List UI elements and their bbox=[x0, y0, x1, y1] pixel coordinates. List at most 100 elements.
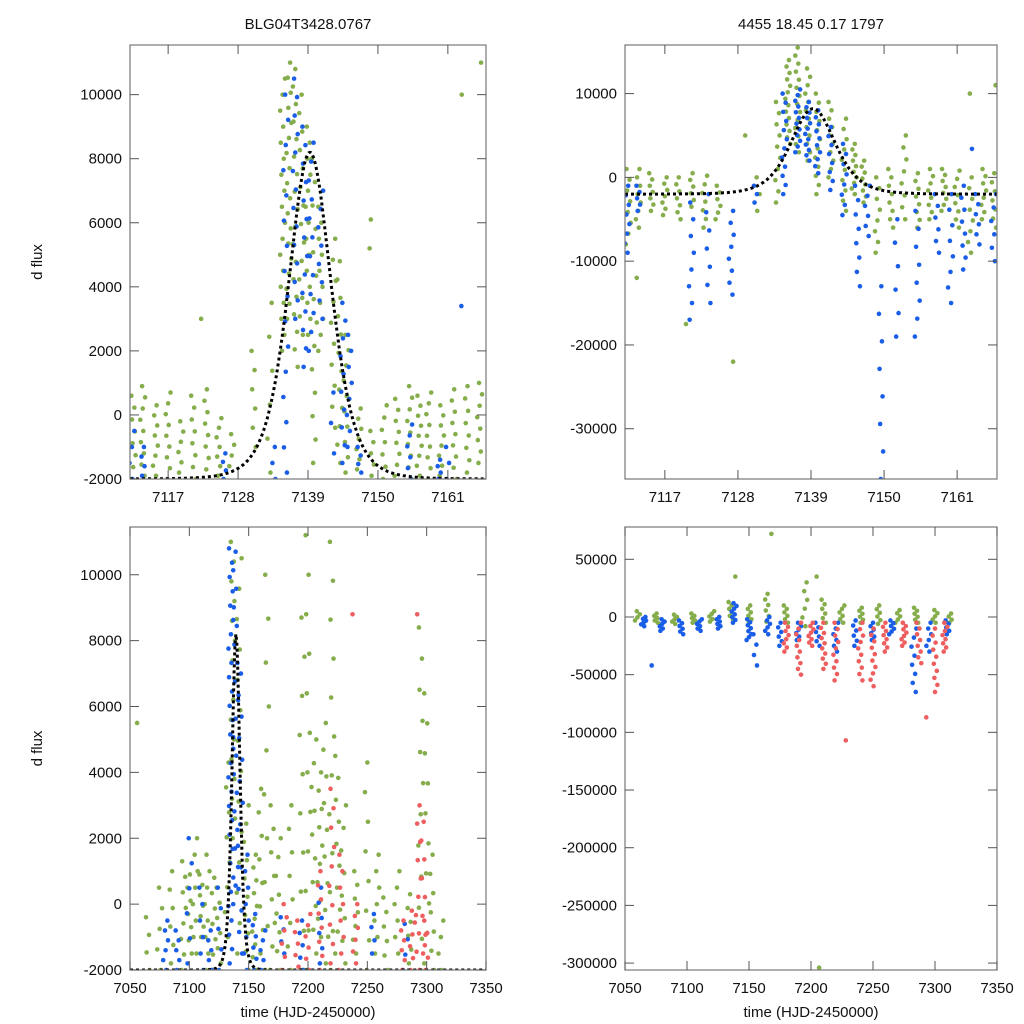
data-point-blue bbox=[778, 620, 783, 626]
data-point-blue bbox=[437, 457, 443, 463]
data-point-blue bbox=[625, 250, 630, 256]
data-point-red bbox=[414, 949, 419, 955]
data-point-blue bbox=[948, 269, 953, 275]
data-point-red bbox=[914, 620, 919, 626]
data-point-green bbox=[955, 192, 961, 198]
data-point-blue bbox=[991, 205, 996, 210]
data-point-green bbox=[875, 614, 880, 619]
data-point-green bbox=[675, 209, 680, 215]
data-point-blue bbox=[250, 922, 256, 928]
data-point-green bbox=[478, 60, 484, 65]
data-point-blue bbox=[229, 946, 235, 952]
data-point-green bbox=[205, 409, 210, 415]
data-point-green bbox=[380, 452, 385, 457]
data-point-green bbox=[303, 204, 308, 210]
data-point-blue bbox=[253, 934, 259, 939]
data-point-green bbox=[279, 316, 284, 322]
data-point-green bbox=[159, 905, 165, 911]
data-point-blue bbox=[704, 246, 710, 251]
data-point-red bbox=[419, 838, 424, 843]
data-point-green bbox=[451, 387, 457, 392]
data-point-green bbox=[312, 856, 318, 861]
data-point-green bbox=[308, 809, 313, 815]
series-red bbox=[279, 611, 431, 970]
data-point-red bbox=[782, 620, 788, 626]
data-point-green bbox=[163, 411, 169, 417]
data-point-green bbox=[903, 133, 909, 138]
data-point-blue bbox=[319, 279, 325, 285]
data-point-blue bbox=[835, 620, 841, 626]
model-fit-curve bbox=[130, 150, 486, 479]
data-point-green bbox=[664, 175, 669, 180]
data-point-green bbox=[312, 179, 318, 185]
data-point-blue bbox=[300, 290, 305, 296]
data-point-green bbox=[634, 608, 640, 614]
data-point-blue bbox=[948, 300, 954, 306]
data-point-blue bbox=[165, 938, 171, 943]
data-point-green bbox=[337, 907, 343, 912]
data-point-green bbox=[711, 608, 717, 614]
data-point-blue bbox=[316, 930, 322, 936]
data-point-blue bbox=[142, 463, 147, 469]
data-point-green bbox=[409, 395, 415, 401]
data-point-red bbox=[330, 941, 336, 947]
panel-title: 4455 18.45 0.17 1797 bbox=[738, 16, 884, 33]
data-point-green bbox=[143, 915, 149, 920]
data-point-green bbox=[841, 126, 846, 132]
data-point-red bbox=[881, 641, 887, 646]
data-point-blue bbox=[306, 348, 312, 354]
data-point-red bbox=[284, 915, 289, 920]
data-point-blue bbox=[716, 614, 722, 620]
data-point-red bbox=[904, 630, 909, 635]
data-point-green bbox=[897, 614, 903, 619]
data-point-green bbox=[245, 894, 250, 900]
data-point-green bbox=[654, 611, 659, 616]
data-point-green bbox=[263, 660, 269, 665]
data-point-red bbox=[860, 633, 866, 638]
data-point-red bbox=[282, 954, 288, 960]
data-point-blue bbox=[814, 142, 820, 148]
data-point-green bbox=[314, 737, 319, 742]
data-point-blue bbox=[936, 250, 942, 256]
data-point-blue bbox=[320, 316, 325, 322]
data-point-blue bbox=[826, 133, 831, 139]
data-point-green bbox=[859, 164, 865, 169]
data-point-green bbox=[300, 771, 305, 777]
data-point-red bbox=[808, 630, 814, 635]
data-point-blue bbox=[301, 198, 306, 203]
data-point-red bbox=[823, 661, 829, 667]
data-point-red bbox=[822, 651, 828, 656]
data-point-red bbox=[308, 911, 313, 917]
data-point-blue bbox=[254, 956, 259, 962]
data-point-green bbox=[381, 924, 387, 929]
data-point-green bbox=[214, 435, 219, 440]
data-point-blue bbox=[687, 317, 692, 323]
data-point-green bbox=[262, 572, 268, 578]
data-point-green bbox=[797, 109, 803, 115]
data-point-red bbox=[857, 626, 863, 632]
data-point-blue bbox=[960, 243, 965, 248]
data-point-green bbox=[773, 99, 779, 105]
data-point-blue bbox=[852, 183, 858, 189]
data-point-blue bbox=[913, 208, 918, 214]
data-point-red bbox=[821, 666, 826, 672]
data-point-blue bbox=[762, 628, 768, 634]
data-point-green bbox=[322, 907, 328, 913]
data-point-green bbox=[376, 852, 381, 858]
data-point-green bbox=[889, 175, 894, 180]
data-point-blue bbox=[308, 329, 314, 335]
data-point-green bbox=[139, 383, 145, 389]
data-point-blue bbox=[372, 938, 377, 943]
panel-4: 7050 7100 7150 7200 7250 7300 7350 -300000 -2500… bbox=[562, 526, 1014, 1021]
data-point-green bbox=[264, 748, 269, 753]
data-point-green bbox=[332, 425, 338, 431]
y-tick-label: 4000 bbox=[89, 279, 122, 296]
data-point-green bbox=[307, 730, 313, 736]
data-point-green bbox=[940, 178, 945, 184]
data-point-green bbox=[407, 407, 413, 412]
data-point-green bbox=[915, 170, 921, 176]
data-point-green bbox=[296, 277, 302, 282]
data-point-green bbox=[804, 580, 809, 585]
data-point-blue bbox=[783, 118, 789, 124]
data-point-green bbox=[441, 413, 446, 418]
